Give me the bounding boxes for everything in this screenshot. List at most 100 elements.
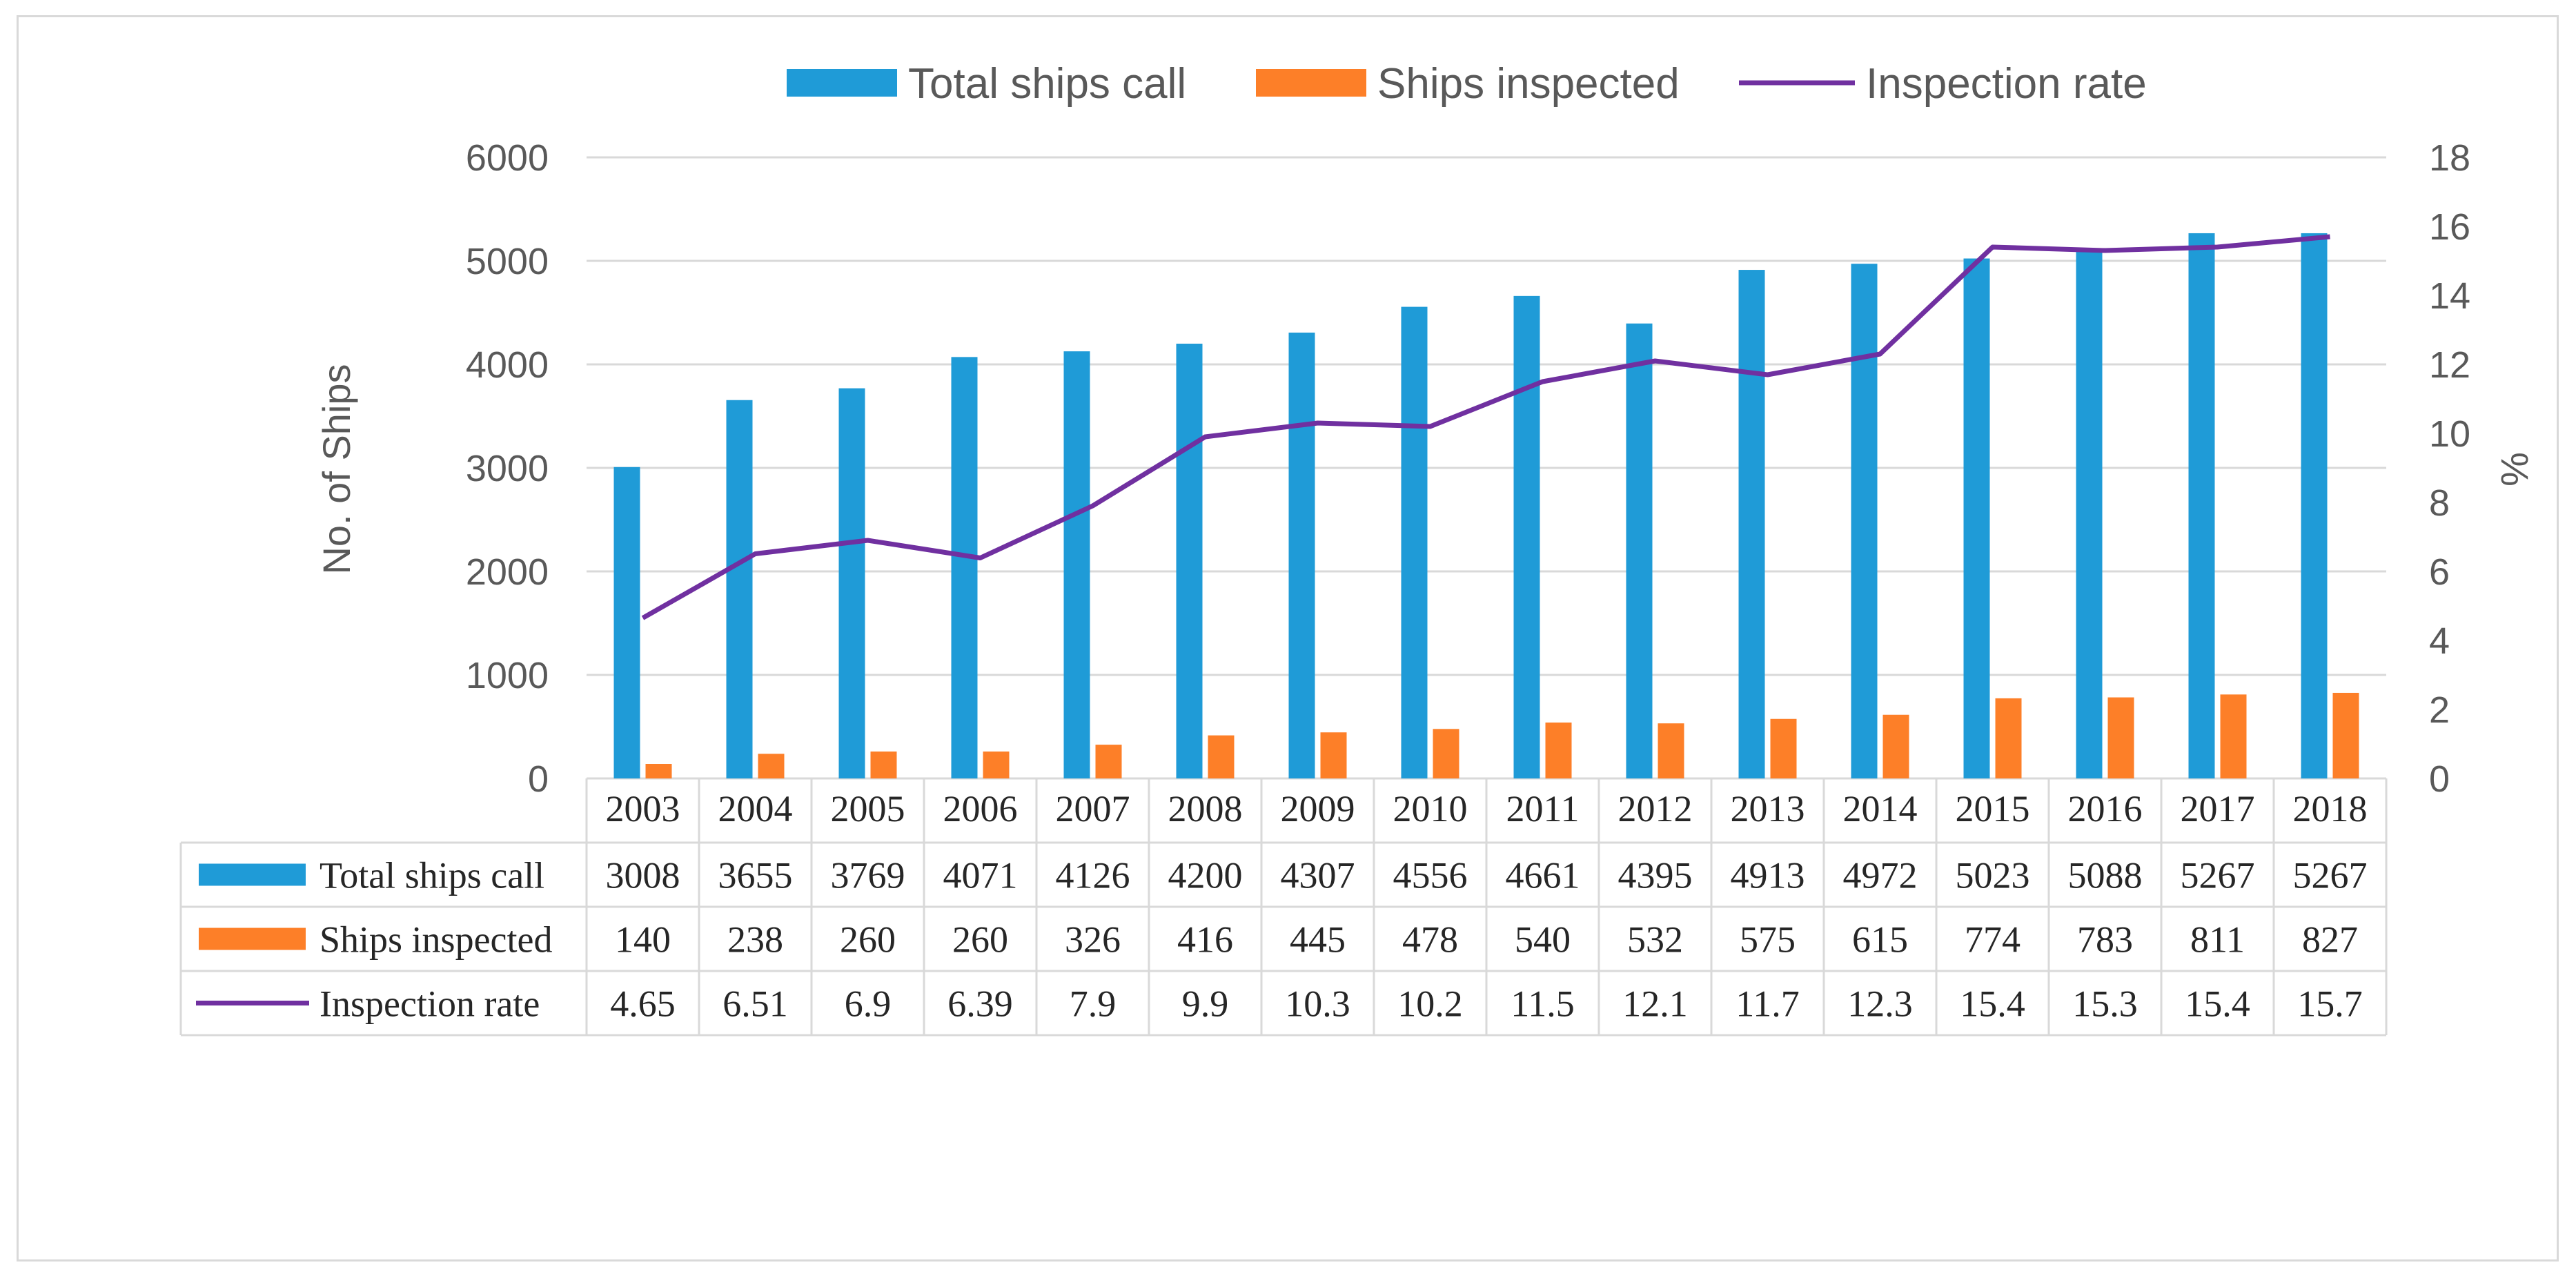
table-cell-total-ships-call: 4661 [1506, 855, 1580, 896]
right-axis-ticks: 0 2 4 6 8 10 12 14 16 18 [2429, 137, 2470, 800]
table-cell-total-ships-call: 4395 [1618, 855, 1693, 896]
bar-ships-inspected-2015 [1995, 698, 2022, 778]
data-table: 2003 2004 2005 2006 2007 2008 2009 2010 2011 2012… [179, 778, 2388, 1037]
table-cell-inspection-rate: 6.51 [722, 983, 788, 1025]
y-tick-label: 4000 [466, 344, 549, 386]
x-tick-label: 2015 [1956, 788, 2030, 830]
x-tick-label: 2018 [2293, 788, 2368, 830]
y-axis-label: No. of Ships [315, 364, 358, 574]
y2-tick-label: 0 [2429, 758, 2450, 800]
table-row-label: Inspection rate [319, 983, 540, 1025]
table-cell-ships-inspected: 615 [1852, 919, 1908, 961]
bar-ships-inspected-2007 [1095, 745, 1122, 778]
bar-ships-inspected-2004 [758, 754, 785, 778]
table-cell-total-ships-call: 5088 [2068, 855, 2143, 896]
table-key-total-ships-call [199, 863, 306, 886]
table-cell-total-ships-call: 5267 [2181, 855, 2255, 896]
table-cell-total-ships-call: 4972 [1843, 855, 1918, 896]
table-cell-inspection-rate: 6.39 [947, 983, 1013, 1025]
table-cell-ships-inspected: 260 [840, 919, 896, 961]
table-cell-inspection-rate: 7.9 [1070, 983, 1117, 1025]
y2-tick-label: 6 [2429, 551, 2450, 593]
table-cell-inspection-rate: 12.3 [1847, 983, 1913, 1025]
y2-tick-label: 10 [2429, 413, 2470, 455]
y2-axis-label: % [2493, 452, 2536, 487]
table-cell-total-ships-call: 3769 [831, 855, 905, 896]
table-cell-ships-inspected: 540 [1515, 919, 1571, 961]
table-key-ships-inspected [199, 927, 306, 950]
y2-tick-label: 14 [2429, 275, 2470, 317]
bar-total-ships-call-2011 [1513, 295, 1540, 779]
bar-ships-inspected-2006 [983, 752, 1010, 778]
table-cell-inspection-rate: 11.5 [1511, 983, 1575, 1025]
table-cell-ships-inspected: 260 [952, 919, 1008, 961]
y2-tick-label: 4 [2429, 620, 2450, 662]
table-row-label: Ships inspected [319, 919, 552, 961]
y-tick-label: 3000 [466, 448, 549, 489]
inspection-rate-line [641, 234, 2330, 620]
table-cell-ships-inspected: 326 [1065, 919, 1121, 961]
table-cell-inspection-rate: 15.4 [1960, 983, 2025, 1025]
bar-total-ships-call-2006 [951, 357, 978, 778]
table-cell-ships-inspected: 827 [2302, 919, 2358, 961]
x-tick-label: 2010 [1393, 788, 1468, 830]
y2-tick-label: 8 [2429, 482, 2450, 524]
bar-total-ships-call-2012 [1626, 323, 1653, 778]
y2-tick-label: 2 [2429, 689, 2450, 731]
table-cell-total-ships-call: 4071 [943, 855, 1018, 896]
bars [613, 233, 2359, 779]
y2-tick-label: 16 [2429, 206, 2470, 248]
table-cell-total-ships-call: 5023 [1956, 855, 2030, 896]
bar-total-ships-call-2018 [2301, 233, 2328, 778]
table-cell-inspection-rate: 11.7 [1736, 983, 1800, 1025]
table-cell-inspection-rate: 15.7 [2297, 983, 2363, 1025]
x-tick-label: 2017 [2181, 788, 2255, 830]
table-cell-total-ships-call: 4307 [1281, 855, 1355, 896]
bar-total-ships-call-2014 [1851, 264, 1878, 778]
table-cell-inspection-rate: 12.1 [1622, 983, 1688, 1025]
x-tick-label: 2003 [606, 788, 680, 830]
bar-ships-inspected-2011 [1545, 723, 1572, 778]
legend-key-total-ships-call [787, 69, 897, 97]
table-cell-inspection-rate: 6.9 [845, 983, 892, 1025]
bar-ships-inspected-2017 [2220, 694, 2247, 778]
legend-key-ships-inspected [1256, 69, 1366, 97]
legend-label: Inspection rate [1866, 60, 2147, 108]
chart-frame [17, 15, 2559, 1262]
table-cell-ships-inspected: 478 [1402, 919, 1458, 961]
x-tick-label: 2009 [1281, 788, 1355, 830]
table-cell-ships-inspected: 783 [2077, 919, 2133, 961]
bar-total-ships-call-2010 [1401, 306, 1428, 779]
table-cell-ships-inspected: 416 [1177, 919, 1233, 961]
x-tick-label: 2016 [2068, 788, 2143, 830]
x-tick-label: 2004 [718, 788, 793, 830]
table-cell-total-ships-call: 4556 [1393, 855, 1468, 896]
x-tick-label: 2013 [1731, 788, 1805, 830]
x-tick-label: 2007 [1056, 788, 1130, 830]
y-tick-label: 2000 [466, 551, 549, 593]
x-tick-label: 2014 [1843, 788, 1918, 830]
x-tick-label: 2006 [943, 788, 1018, 830]
bar-ships-inspected-2012 [1658, 723, 1684, 778]
table-cell-ships-inspected: 140 [615, 919, 671, 961]
bar-ships-inspected-2018 [2332, 692, 2359, 778]
bar-ships-inspected-2003 [645, 764, 672, 778]
bar-ships-inspected-2016 [2107, 697, 2134, 778]
bar-total-ships-call-2003 [613, 467, 640, 778]
y-tick-label: 5000 [466, 241, 549, 282]
bar-total-ships-call-2016 [2076, 251, 2103, 778]
bar-total-ships-call-2005 [838, 388, 865, 778]
y2-tick-label: 18 [2429, 137, 2470, 179]
line-inspection-rate [641, 234, 2330, 620]
table-cell-total-ships-call: 4126 [1056, 855, 1130, 896]
bar-total-ships-call-2009 [1288, 332, 1315, 778]
table-cell-ships-inspected: 774 [1965, 919, 2021, 961]
table-cell-total-ships-call: 4913 [1731, 855, 1805, 896]
table-cell-inspection-rate: 10.2 [1397, 983, 1463, 1025]
legend-label: Total ships call [908, 60, 1186, 108]
table-cell-ships-inspected: 575 [1740, 919, 1796, 961]
table-cell-ships-inspected: 811 [2190, 919, 2245, 961]
bar-total-ships-call-2007 [1063, 351, 1090, 779]
bar-total-ships-call-2008 [1176, 344, 1203, 778]
